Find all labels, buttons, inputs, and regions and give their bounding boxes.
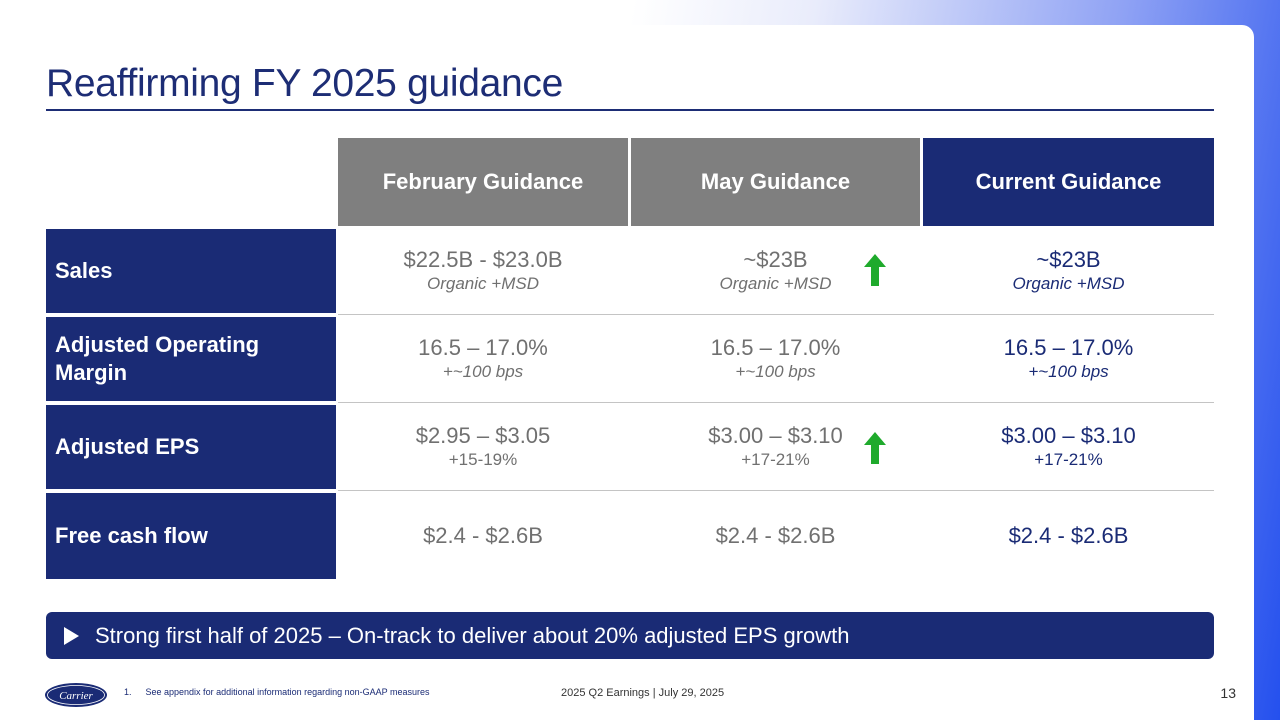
row-header-sales: Sales — [46, 229, 336, 313]
row-divider — [338, 314, 1214, 315]
cell-subvalue: Organic +MSD — [427, 274, 539, 293]
cell-value: $2.4 - $2.6B — [423, 523, 543, 548]
cell-value: 16.5 – 17.0% — [1003, 335, 1134, 360]
svg-text:Carrier: Carrier — [59, 690, 93, 702]
cell-subvalue: +~100 bps — [735, 362, 816, 381]
cell-value: 16.5 – 17.0% — [710, 335, 841, 360]
banner-text: Strong first half of 2025 – On-track to … — [95, 622, 850, 648]
cell-subvalue: +~100 bps — [1028, 362, 1109, 381]
title-divider — [46, 109, 1214, 111]
cell-subvalue: +15-19% — [448, 450, 518, 469]
cell-value: $3.00 – $3.10 — [1001, 423, 1136, 448]
cell-eps-current: $3.00 – $3.10 +17-21% — [923, 405, 1214, 489]
cell-value: 16.5 – 17.0% — [418, 335, 548, 360]
cell-value: $2.4 - $2.6B — [1008, 523, 1129, 548]
column-header-current: Current Guidance — [923, 138, 1214, 226]
cell-value: $2.95 – $3.05 — [415, 423, 551, 448]
footnote-number: 1. — [124, 687, 132, 697]
cell-subvalue: +17-21% — [1034, 450, 1103, 469]
cell-subvalue: +17-21% — [741, 450, 810, 469]
row-header-adjusted-eps: Adjusted EPS — [46, 405, 336, 489]
summary-banner: Strong first half of 2025 – On-track to … — [46, 612, 1214, 659]
footer-event-date: 2025 Q2 Earnings | July 29, 2025 — [561, 687, 725, 699]
cell-margin-february: 16.5 – 17.0% +~100 bps — [338, 317, 628, 401]
cell-value: $2.4 - $2.6B — [715, 523, 836, 548]
footnote-text: See appendix for additional information … — [145, 687, 430, 697]
slide-title: Reaffirming FY 2025 guidance — [46, 62, 563, 105]
cell-margin-current: 16.5 – 17.0% +~100 bps — [923, 317, 1214, 401]
column-header-february: February Guidance — [338, 138, 628, 226]
cell-fcf-may: $2.4 - $2.6B — [631, 493, 920, 579]
cell-value: ~$23B — [743, 247, 808, 272]
cell-sales-may: ~$23B Organic +MSD — [631, 229, 920, 313]
cell-eps-february: $2.95 – $3.05 +15-19% — [338, 405, 628, 489]
up-arrow-icon — [864, 254, 886, 286]
cell-subvalue: +~100 bps — [442, 362, 524, 381]
page-number: 13 — [1220, 685, 1236, 701]
cell-value: ~$23B — [1036, 247, 1101, 272]
column-header-may: May Guidance — [631, 138, 920, 226]
row-header-label: Adjusted Operating Margin — [55, 332, 260, 385]
cell-value: $22.5B - $23.0B — [403, 247, 563, 272]
row-divider — [338, 490, 1214, 491]
up-arrow-icon — [864, 432, 886, 464]
cell-sales-current: ~$23B Organic +MSD — [923, 229, 1214, 313]
cell-sales-february: $22.5B - $23.0B Organic +MSD — [338, 229, 628, 313]
cell-fcf-february: $2.4 - $2.6B — [338, 493, 628, 579]
cell-margin-may: 16.5 – 17.0% +~100 bps — [631, 317, 920, 401]
row-divider — [338, 402, 1214, 403]
play-triangle-icon — [64, 626, 79, 645]
cell-eps-may: $3.00 – $3.10 +17-21% — [631, 405, 920, 489]
cell-subvalue: Organic +MSD — [719, 274, 832, 293]
footnote: 1. See appendix for additional informatio… — [124, 687, 430, 697]
cell-fcf-current: $2.4 - $2.6B — [923, 493, 1214, 579]
row-header-adjusted-operating-margin: Adjusted Operating Margin — [46, 317, 336, 401]
carrier-logo: Carrier — [45, 683, 107, 707]
cell-subvalue: Organic +MSD — [1012, 274, 1125, 293]
row-header-free-cash-flow: Free cash flow — [46, 493, 336, 579]
cell-value: $3.00 – $3.10 — [708, 423, 843, 448]
